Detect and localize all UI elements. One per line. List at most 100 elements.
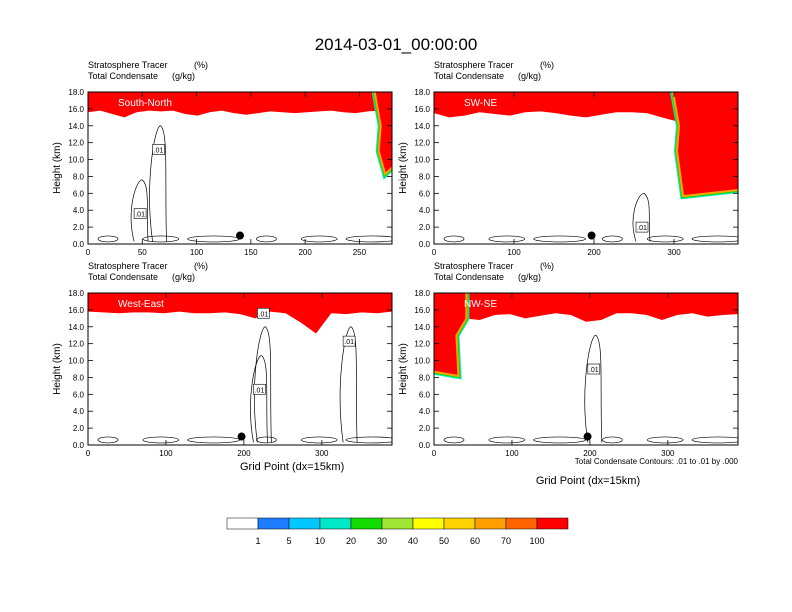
y-tick-label: 14.0 xyxy=(68,122,84,131)
x-tick-label: 100 xyxy=(505,449,519,458)
contour-line xyxy=(646,235,684,243)
colorbar-label: 1 xyxy=(255,536,260,546)
colorbar-box xyxy=(412,517,445,530)
contour-line xyxy=(97,436,119,444)
contour-line xyxy=(691,235,738,243)
plot-frame xyxy=(87,292,393,446)
y-axis-label: Height (km) xyxy=(52,142,63,194)
y-tick-label: 10.0 xyxy=(68,156,84,165)
panel-3: Stratosphere Tracer (%) Total Condensate (g… xyxy=(52,261,393,458)
contour-line xyxy=(533,436,586,444)
contour-line xyxy=(345,436,392,444)
y-tick-label: 18.0 xyxy=(414,289,430,298)
y-tick-label: 10.0 xyxy=(68,357,84,366)
contour-label: .01 xyxy=(259,311,269,318)
plot-frame xyxy=(87,91,393,245)
colorbar-box xyxy=(505,517,538,530)
x-tick-label: 100 xyxy=(507,248,521,257)
contour-line xyxy=(97,235,119,243)
y-tick-label: 0.0 xyxy=(73,240,85,249)
y-tick-label: 10.0 xyxy=(414,156,430,165)
x-tick-label: 50 xyxy=(138,248,147,257)
header-line1-unit: (%) xyxy=(540,261,554,271)
x-tick-label: 0 xyxy=(432,449,437,458)
y-tick-label: 16.0 xyxy=(414,306,430,315)
intrusion-edge xyxy=(373,92,392,176)
y-tick-label: 8.0 xyxy=(73,172,85,181)
contour-line xyxy=(250,355,268,443)
x-tick-label: 0 xyxy=(432,248,437,257)
intrusion-core xyxy=(375,92,392,173)
contour-label-box xyxy=(152,144,165,155)
header-line2-label: Total Condensate xyxy=(434,272,504,282)
contour-line xyxy=(300,436,338,444)
condensate-contours xyxy=(97,125,392,243)
y-tick-label: 4.0 xyxy=(73,407,85,416)
panel-title: NW-SE xyxy=(464,299,497,310)
intrusion-core xyxy=(434,293,466,375)
colorbar-box xyxy=(474,517,507,530)
colorbar-box xyxy=(350,517,383,530)
header-line2-label: Total Condensate xyxy=(88,272,158,282)
contour-line xyxy=(443,436,465,444)
plot-area: .01 .01 South-North xyxy=(88,92,392,243)
y-axis-label: Height (km) xyxy=(398,142,409,194)
panel-title: West-East xyxy=(118,299,164,310)
y-tick-label: 4.0 xyxy=(73,206,85,215)
contour-line xyxy=(345,235,392,243)
y-tick-label: 18.0 xyxy=(68,88,84,97)
contour-label-box xyxy=(257,307,270,319)
location-marker xyxy=(587,231,596,240)
panel-title: SW-NE xyxy=(464,98,497,109)
contour-line xyxy=(646,436,684,444)
x-tick-label: 100 xyxy=(159,449,173,458)
header-line2-label: Total Condensate xyxy=(434,71,504,81)
location-marker xyxy=(236,231,244,240)
x-tick-label: 100 xyxy=(190,248,204,257)
y-tick-label: 2.0 xyxy=(419,223,431,232)
y-tick-label: 6.0 xyxy=(73,189,85,198)
y-tick-label: 18.0 xyxy=(68,289,84,298)
contour-label: .01 xyxy=(637,225,647,232)
location-marker xyxy=(583,432,592,441)
tracer-core xyxy=(434,92,738,114)
contour-line xyxy=(142,436,180,444)
contour-label: .01 xyxy=(344,339,354,346)
x-tick-label: 200 xyxy=(237,449,251,458)
colorbar-label: 50 xyxy=(439,536,449,546)
y-tick-label: 6.0 xyxy=(419,189,431,198)
header-line1-unit: (%) xyxy=(540,60,554,70)
contour-note: Total Condensate Contours: .01 to .01 by… xyxy=(575,457,739,466)
tracer-core xyxy=(88,92,392,110)
condensate-contours xyxy=(443,334,738,444)
contour-line xyxy=(584,334,603,443)
intrusion-edge xyxy=(434,293,468,378)
y-tick-label: 8.0 xyxy=(73,373,85,382)
colorbar-label: 60 xyxy=(470,536,480,546)
colorbar-box xyxy=(226,517,259,530)
header-line1-label: Stratosphere Tracer xyxy=(88,60,168,70)
contour-label-box xyxy=(587,363,601,375)
header-line2-label: Total Condensate xyxy=(88,71,158,81)
contour-line xyxy=(602,436,623,444)
y-tick-label: 16.0 xyxy=(68,306,84,315)
x-axis-label-right: Grid Point (dx=15km) xyxy=(536,475,640,487)
panel-2: Stratosphere Tracer (%) Total Condensate (g… xyxy=(398,60,739,257)
contour-line xyxy=(130,179,149,242)
contour-label: .01 xyxy=(589,367,599,374)
colorbar-label: 40 xyxy=(408,536,418,546)
y-tick-label: 6.0 xyxy=(419,390,431,399)
y-tick-label: 8.0 xyxy=(419,172,431,181)
header-line1-label: Stratosphere Tracer xyxy=(88,261,168,271)
contour-label-box xyxy=(342,335,356,347)
panel-title: South-North xyxy=(118,98,172,109)
contour-line xyxy=(256,436,277,444)
contour-line xyxy=(488,436,526,444)
header-line1-unit: (%) xyxy=(194,261,208,271)
header-line1-label: Stratosphere Tracer xyxy=(434,261,514,271)
y-tick-label: 4.0 xyxy=(419,407,431,416)
contour-label-box xyxy=(635,221,649,233)
y-tick-label: 8.0 xyxy=(419,373,431,382)
header-line2-unit: (g/kg) xyxy=(518,71,541,81)
